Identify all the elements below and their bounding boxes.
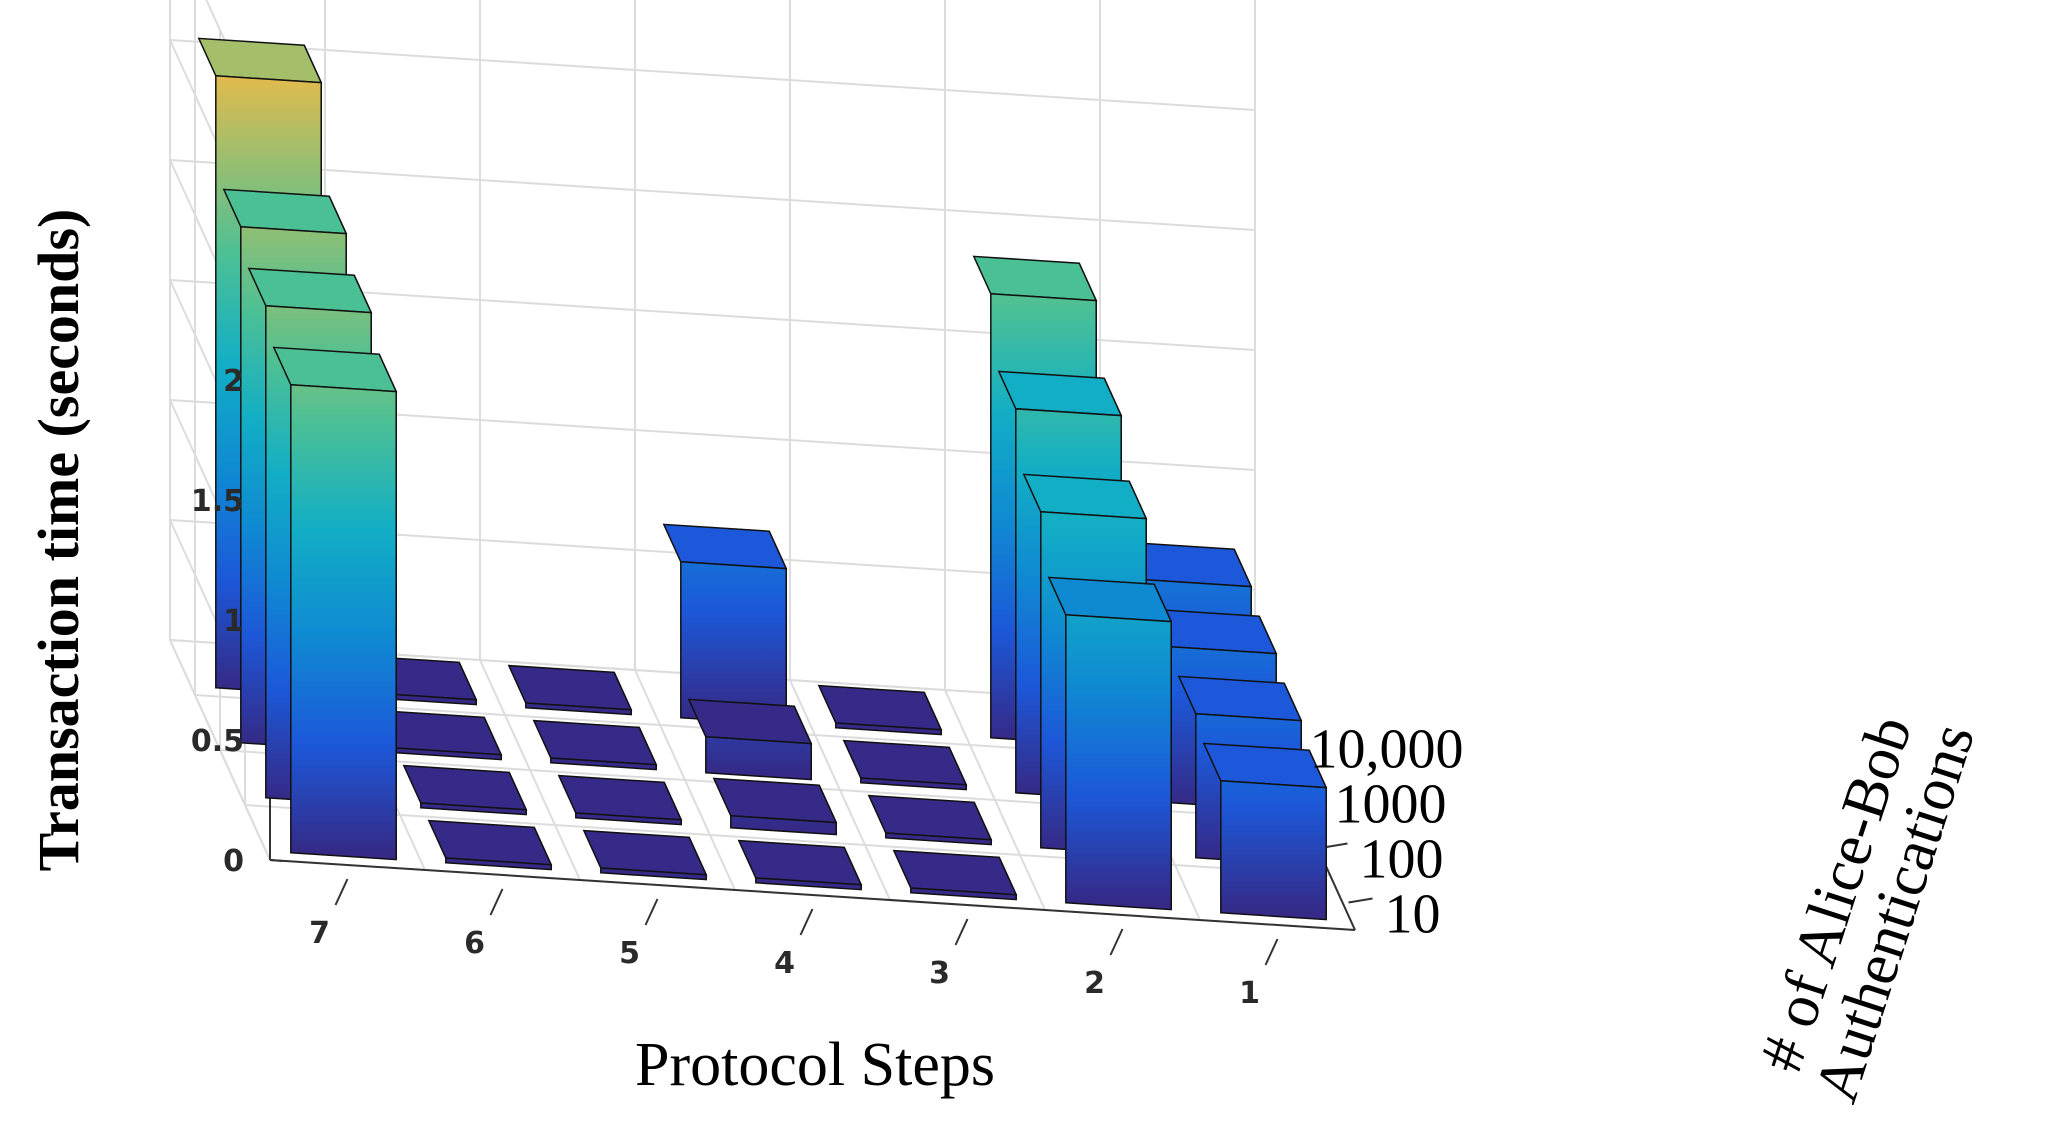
y-tick-label: 2	[223, 364, 244, 399]
bar-front	[730, 815, 837, 836]
depth-tick	[1323, 842, 1348, 849]
bar-front	[550, 757, 657, 771]
bar	[687, 698, 813, 781]
bar-front	[755, 877, 862, 891]
x-axis-line	[269, 859, 1356, 931]
x-tick-label: 6	[464, 926, 485, 961]
bar-front	[885, 832, 992, 846]
x-tick-label: 2	[1084, 966, 1105, 1001]
bar-front	[420, 802, 527, 816]
x-tick	[489, 888, 504, 916]
depth-tick-label: 1000	[1335, 774, 1447, 836]
depth-tick-label: 100	[1360, 829, 1444, 891]
depth-tick-label: 10	[1385, 884, 1441, 946]
bar	[662, 523, 788, 726]
bar	[712, 777, 838, 836]
bar-front	[445, 857, 552, 871]
y-tick-label: 0	[223, 844, 244, 879]
x-tick-label: 4	[774, 946, 795, 981]
bar	[557, 774, 683, 826]
y-tick-label: 1	[223, 604, 244, 639]
x-tick	[334, 878, 349, 906]
depth-tick	[1348, 897, 1373, 904]
bar	[532, 719, 658, 771]
grid-line-back-horizontal	[169, 39, 1256, 111]
x-tick-label: 3	[929, 956, 950, 991]
bar-front	[290, 384, 397, 861]
bar	[377, 709, 503, 761]
bar	[817, 684, 943, 736]
bar-front	[575, 812, 682, 826]
x-tick	[954, 918, 969, 946]
bar	[1202, 742, 1328, 921]
bar-front	[1220, 780, 1327, 921]
bar-front	[835, 722, 942, 736]
x-tick	[1264, 938, 1279, 966]
bar	[272, 346, 398, 861]
x-tick-label: 5	[619, 936, 640, 971]
bar	[867, 794, 993, 846]
bar-front	[705, 736, 812, 781]
bar-front	[860, 777, 967, 791]
bar-front	[600, 867, 707, 881]
bar-front	[910, 887, 1017, 901]
bar	[427, 819, 553, 871]
bar-front	[1065, 614, 1172, 911]
x-tick	[644, 898, 659, 926]
y-tick-label: 1.5	[191, 484, 244, 519]
x-tick	[799, 908, 814, 936]
depth-tick-label: 10,000	[1310, 719, 1464, 781]
bar	[737, 839, 863, 891]
x-tick-label: 7	[309, 916, 330, 951]
y-tick	[269, 859, 283, 862]
bar	[1047, 576, 1173, 911]
bar	[582, 829, 708, 881]
x-tick	[1109, 928, 1124, 956]
grid-line-back-horizontal	[169, 159, 1256, 231]
bar	[842, 739, 968, 791]
x-tick-label: 1	[1239, 976, 1260, 1011]
y-axis-title: Transaction time (seconds)	[26, 209, 91, 872]
bar	[892, 849, 1018, 901]
bar-front	[525, 702, 632, 716]
bar	[507, 664, 633, 716]
bars	[197, 37, 1328, 921]
bar	[402, 764, 528, 816]
y-tick-label: 0.5	[191, 724, 244, 759]
x-axis-title: Protocol Steps	[635, 1031, 995, 1099]
